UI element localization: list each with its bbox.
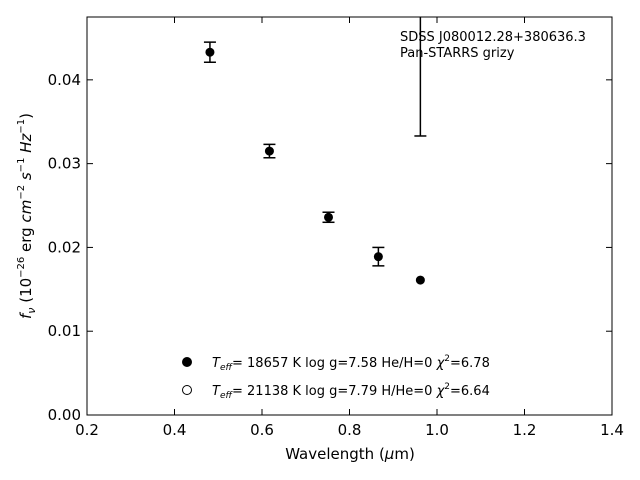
y-axis-ticks: 0.00 0.01 0.02 0.03 0.04	[48, 71, 612, 424]
y-tick-label: 0.03	[48, 155, 81, 173]
model-point	[415, 275, 425, 285]
legend-marker	[182, 385, 192, 395]
annotation-survey: Pan-STARRS grizy	[400, 46, 515, 61]
x-tick-label: 0.6	[250, 421, 274, 439]
observed-point	[264, 146, 274, 156]
y-tick-label: 0.00	[48, 406, 81, 424]
observed-point	[205, 47, 215, 57]
x-tick-label: 1.0	[425, 421, 449, 439]
y-tick-label: 0.02	[48, 238, 81, 256]
observed-point	[373, 252, 383, 262]
x-tick-label: 0.8	[338, 421, 362, 439]
legend-entry: Teff= 18657 K log g=7.58 He/H=0 χ2=6.78	[212, 354, 490, 373]
y-tick-label: 0.01	[48, 322, 81, 340]
legend-entry: Teff= 21138 K log g=7.79 H/He=0 χ2=6.64	[212, 382, 490, 401]
observed-point	[324, 212, 333, 222]
x-tick-label: 1.4	[600, 421, 624, 439]
x-tick-label: 0.2	[75, 421, 99, 439]
annotation-object-name: SDSS J080012.28+380636.3	[400, 30, 586, 45]
legend-marker	[182, 357, 192, 367]
legend: Teff= 18657 K log g=7.58 He/H=0 χ2=6.78 T…	[182, 354, 490, 401]
x-tick-label: 1.2	[513, 421, 537, 439]
data-points	[205, 47, 425, 285]
x-tick-label: 0.4	[163, 421, 187, 439]
y-axis-label: fν (10−26 erg cm−2 s−1 Hz−1)	[16, 113, 38, 319]
error-bars	[203, 17, 427, 267]
x-axis-label: Wavelength (μm)	[285, 445, 415, 463]
y-tick-label: 0.04	[48, 71, 81, 89]
x-axis-ticks: 0.2 0.4 0.6 0.8 1.0 1.2 1.4	[75, 17, 624, 439]
